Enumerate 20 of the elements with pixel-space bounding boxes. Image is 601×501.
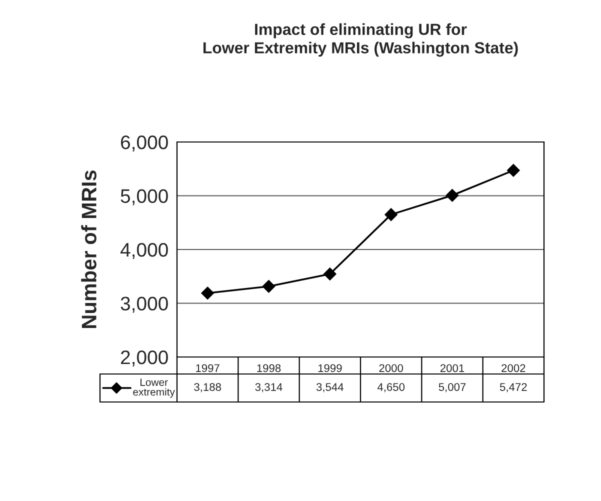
data-label: 3,314 <box>255 383 282 392</box>
x-tick-label: 1999 <box>318 364 342 372</box>
legend-label: Lower extremity <box>133 378 175 398</box>
y-tick-label: 3,000 <box>120 296 168 313</box>
y-axis-title: Number of MRIs <box>81 170 96 328</box>
x-tick-label: 2001 <box>440 364 464 372</box>
y-tick-label: 6,000 <box>121 135 168 152</box>
x-tick-label: 1997 <box>196 364 220 372</box>
data-label: 4,650 <box>377 383 405 392</box>
x-tick-label: 1998 <box>257 364 281 372</box>
data-label: 5,472 <box>500 383 527 392</box>
data-label: 5,007 <box>438 383 466 392</box>
data-label: 3,188 <box>194 383 222 392</box>
data-label: 3,544 <box>316 383 344 392</box>
x-tick-label: 2002 <box>502 364 526 372</box>
y-tick-label: 4,000 <box>120 242 168 260</box>
chart-title: Impact of eliminating UR for Lower Extremity MRIs (Washington State) <box>203 23 518 57</box>
x-tick-label: 2000 <box>379 364 404 372</box>
y-tick-label: 5,000 <box>120 189 168 206</box>
y-tick-label: 2,000 <box>120 350 168 367</box>
